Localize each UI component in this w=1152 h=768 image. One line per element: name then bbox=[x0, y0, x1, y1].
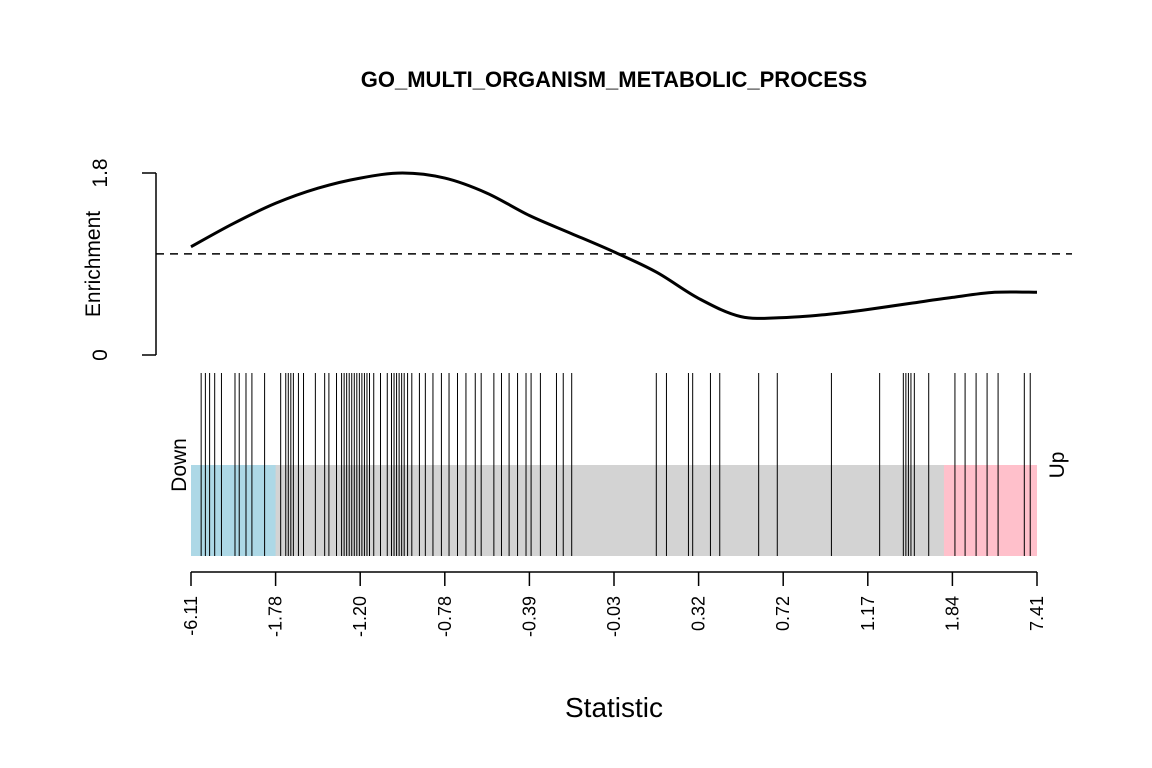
x-axis: -6.11 -1.78 -1.20 -0.78 -0.39 -0.03 0.32 0.72 1.… bbox=[181, 571, 1047, 637]
x-tick-label: 0.32 bbox=[689, 596, 709, 631]
y-tick-label-min: 0 bbox=[89, 349, 112, 361]
x-tick-label: -1.78 bbox=[266, 596, 286, 637]
enrichment-curve bbox=[190, 171, 1038, 320]
enrichment-y-axis: 1.8 0 Enrichment bbox=[82, 158, 157, 361]
x-tick-label: 1.17 bbox=[858, 596, 878, 631]
x-tick-label: -0.03 bbox=[604, 596, 624, 637]
down-label: Down bbox=[168, 438, 191, 492]
x-axis-label: Statistic bbox=[565, 692, 663, 723]
gene-bars bbox=[200, 373, 1031, 556]
x-tick-label: -1.20 bbox=[350, 596, 370, 637]
x-tick-label: 1.84 bbox=[942, 596, 962, 631]
up-label: Up bbox=[1046, 452, 1069, 479]
chart-title: GO_MULTI_ORGANISM_METABOLIC_PROCESS bbox=[361, 67, 867, 92]
x-tick-label: -0.39 bbox=[519, 596, 539, 637]
x-tick-label: 7.41 bbox=[1027, 596, 1047, 631]
middle-region bbox=[191, 465, 1037, 556]
enrichment-label: Enrichment bbox=[82, 211, 105, 317]
x-tick-label: 0.72 bbox=[773, 596, 793, 631]
x-tick-label: -6.11 bbox=[181, 596, 201, 636]
x-tick-label: -0.78 bbox=[435, 596, 455, 637]
up-region bbox=[943, 465, 1037, 556]
y-tick-label-max: 1.8 bbox=[89, 158, 112, 187]
down-region bbox=[191, 465, 276, 556]
